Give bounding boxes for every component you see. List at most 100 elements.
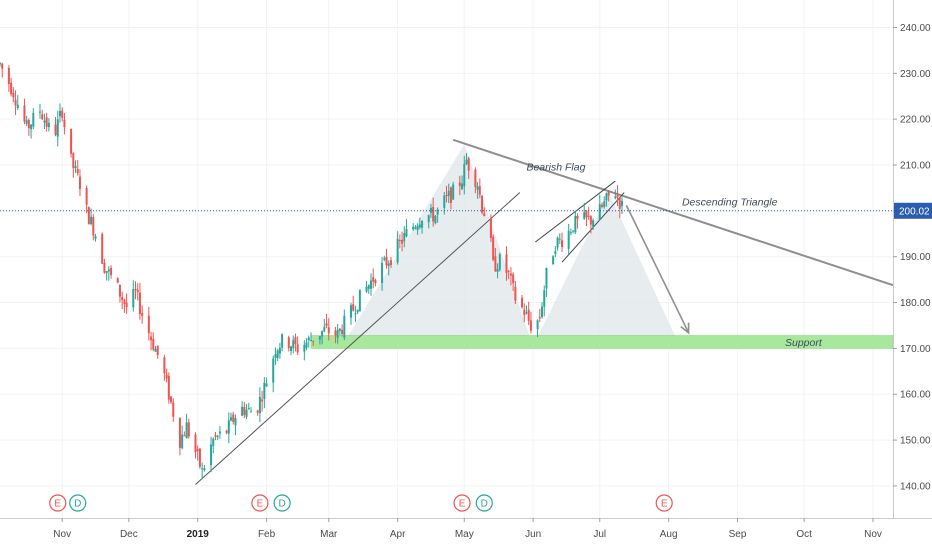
candle-down xyxy=(141,313,144,316)
candle-up xyxy=(396,238,399,263)
candle-down xyxy=(225,430,228,433)
candle-up xyxy=(338,328,341,331)
dividend-marker[interactable]: D xyxy=(273,494,291,512)
candle-down xyxy=(296,344,299,353)
candle-up xyxy=(276,350,279,358)
time-tick-label: Apr xyxy=(390,529,406,540)
candle-up xyxy=(250,411,253,413)
candle-up xyxy=(303,344,306,352)
price-tick-label: 180.00 xyxy=(900,298,931,309)
candle-up xyxy=(583,212,586,219)
candle-up xyxy=(381,262,384,284)
candle-up xyxy=(272,358,275,383)
candle-down xyxy=(341,329,344,335)
candle-up xyxy=(58,110,61,117)
dividend-marker[interactable]: D xyxy=(69,494,87,512)
candle-up xyxy=(281,334,284,348)
earnings-marker[interactable]: E xyxy=(453,494,471,512)
candle-down xyxy=(152,339,155,350)
earnings-marker-text: E xyxy=(257,499,264,510)
candle-down xyxy=(512,274,515,284)
candle-up xyxy=(336,329,339,338)
candle-down xyxy=(172,402,175,417)
candle-up xyxy=(274,354,277,358)
candle-up xyxy=(43,120,46,123)
candle-up xyxy=(230,417,233,421)
price-axis[interactable]: 140.00 150.00 160.00 170.00 180.00 190.00 200.… xyxy=(893,0,932,550)
candle-up xyxy=(201,468,204,470)
candle-down xyxy=(481,196,484,213)
candle-down xyxy=(505,254,508,274)
time-axis[interactable]: Nov Dec 2019 Feb Mar Apr May Jun Jul Aug Sep Oct Nov xyxy=(0,518,932,550)
candle-down xyxy=(509,273,512,276)
pattern-labels: Descending Triangle Bearish Flag Support xyxy=(526,162,822,349)
dividend-marker-text: D xyxy=(74,499,81,510)
earnings-marker[interactable]: E xyxy=(49,494,67,512)
candle-up xyxy=(403,232,406,242)
price-tick-label: 240.00 xyxy=(900,23,931,34)
uptrend-line xyxy=(195,192,521,485)
earnings-marker[interactable]: E xyxy=(251,494,269,512)
candle-up xyxy=(309,339,312,341)
candle-up xyxy=(541,306,544,317)
candle-down xyxy=(136,289,139,293)
candle-up xyxy=(476,186,479,190)
candle-up xyxy=(412,226,415,230)
candle-down xyxy=(183,435,186,437)
earnings-marker-text: E xyxy=(54,499,61,510)
earnings-marker-circle xyxy=(453,494,471,512)
candle-down xyxy=(14,99,17,106)
candle-down xyxy=(489,218,492,238)
candle-down xyxy=(478,186,481,195)
candle-down xyxy=(76,168,79,174)
candle-up xyxy=(498,254,501,270)
candle-down xyxy=(163,357,166,374)
time-tick-label: Feb xyxy=(258,529,276,540)
candle-down xyxy=(214,435,217,437)
candle-up xyxy=(56,119,59,137)
time-tick-label: Nov xyxy=(864,529,882,540)
candle-up xyxy=(94,236,97,239)
bearish-flag-label: Bearish Flag xyxy=(526,162,585,174)
dividend-marker[interactable]: D xyxy=(475,494,493,512)
candle-up xyxy=(556,237,559,248)
candle-down xyxy=(492,236,495,260)
candle-up xyxy=(323,326,326,332)
candle-up xyxy=(307,337,310,341)
candle-down xyxy=(101,234,104,264)
price-axis-bg xyxy=(893,0,932,550)
candle-down xyxy=(54,124,57,135)
trend-lines xyxy=(195,138,894,485)
time-tick-label: 2019 xyxy=(187,529,210,540)
candle-down xyxy=(243,407,246,415)
candle-down xyxy=(616,194,619,198)
candle-down xyxy=(325,323,328,326)
candle-down xyxy=(7,67,10,84)
time-tick-label: Nov xyxy=(53,529,71,540)
candle-down xyxy=(352,304,355,311)
peak-shade xyxy=(342,144,534,347)
candle-up xyxy=(32,112,35,127)
earnings-marker[interactable]: E xyxy=(655,494,673,512)
peak-shade xyxy=(533,192,680,347)
candle-up xyxy=(241,406,244,416)
candle-up xyxy=(107,269,110,272)
candle-down xyxy=(1,63,4,69)
candle-down xyxy=(312,340,315,342)
candle-down xyxy=(474,169,477,187)
candle-down xyxy=(85,187,88,205)
candle-down xyxy=(167,375,170,400)
candle-down xyxy=(494,256,497,272)
candle-down xyxy=(232,414,235,423)
descending-triangle-label: Descending Triangle xyxy=(682,196,778,208)
candle-up xyxy=(414,227,417,229)
candle-up xyxy=(358,289,361,312)
candle-up xyxy=(30,124,33,130)
candle-down xyxy=(521,297,524,308)
candle-up xyxy=(447,190,450,197)
candle-up xyxy=(496,269,499,272)
candle-up xyxy=(263,382,266,399)
last-price-tag xyxy=(894,202,932,219)
